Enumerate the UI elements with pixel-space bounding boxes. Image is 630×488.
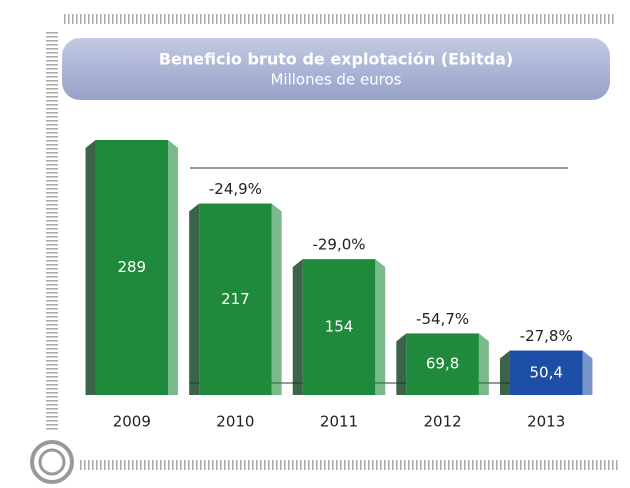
annotation: -27,8% [520, 327, 573, 345]
annotation: -24,9% [209, 180, 262, 198]
bar-side [375, 259, 386, 395]
border-left [46, 30, 58, 430]
bar-side [478, 333, 489, 395]
bar-side [189, 203, 200, 395]
bar [406, 333, 479, 395]
bar [509, 350, 583, 395]
bar-side [271, 203, 282, 395]
x-tick-label: 2013 [527, 413, 565, 431]
bar [199, 203, 272, 395]
bar-side [582, 350, 593, 395]
bar-side [396, 333, 407, 395]
chart-title: Beneficio bruto de explotación (Ebitda) [159, 50, 513, 69]
bar-side [292, 259, 303, 395]
value-label: 69,8 [426, 355, 459, 373]
value-label: 154 [325, 318, 354, 336]
bar-side [499, 350, 510, 395]
border-bottom [80, 460, 620, 470]
value-label: 217 [221, 290, 250, 308]
x-tick-label: 2011 [320, 413, 358, 431]
bar-side [168, 140, 179, 395]
x-tick-label: 2009 [113, 413, 151, 431]
ring [30, 440, 74, 484]
title-box [62, 38, 610, 100]
chart-subtitle: Millones de euros [270, 71, 401, 89]
border-top [62, 14, 614, 24]
x-tick-label: 2012 [424, 413, 462, 431]
ring-inner [38, 448, 66, 476]
value-label: 50,4 [529, 363, 562, 381]
value-label: 289 [117, 258, 146, 276]
bar [302, 259, 376, 395]
bar-side [85, 140, 96, 395]
annotation: -54,7% [416, 310, 469, 328]
x-tick-label: 2010 [216, 413, 254, 431]
bar [95, 140, 169, 395]
annotation: -29,0% [312, 236, 365, 254]
